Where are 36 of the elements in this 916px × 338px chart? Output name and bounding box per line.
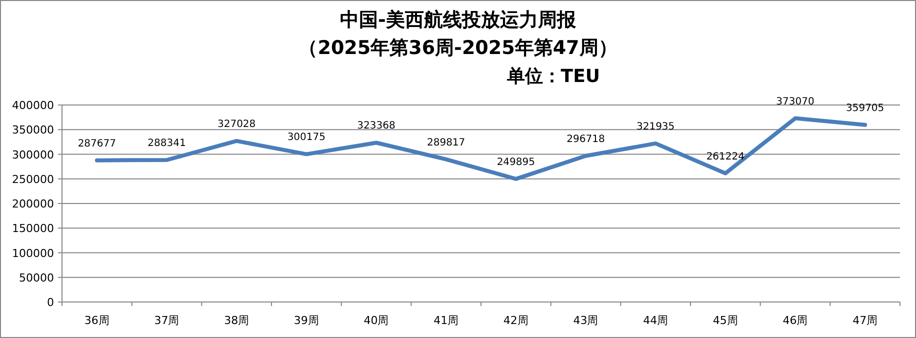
x-tick-label: 38周 — [224, 314, 250, 327]
chart-subtitle: （2025年第36周-2025年第47周） — [298, 37, 618, 59]
data-label: 300175 — [287, 132, 326, 144]
x-tick-label: 42周 — [503, 314, 528, 327]
x-tick-label: 45周 — [712, 314, 738, 327]
text: 单位：TEU — [506, 66, 600, 87]
data-label: 327028 — [217, 118, 256, 130]
x-tick-label: 39周 — [294, 314, 319, 327]
y-tick-label: 350000 — [12, 124, 54, 137]
x-tick-label: 37周 — [154, 314, 180, 327]
y-tick-label: 250000 — [12, 172, 54, 186]
x-tick-label: 40周 — [364, 314, 389, 327]
chart-title: 中国-美西航线投放运力周报 — [340, 9, 577, 31]
x-tick-label: 44周 — [643, 314, 668, 327]
data-label: 359705 — [846, 102, 884, 114]
y-tick-label: 150000 — [12, 222, 54, 236]
data-label: 287677 — [78, 138, 116, 150]
data-label: 321935 — [636, 121, 675, 132]
x-tick-label: 46周 — [782, 314, 808, 327]
y-tick-label: 100000 — [12, 246, 54, 260]
y-tick-label: 0 — [47, 296, 54, 309]
data-label: 249895 — [496, 156, 536, 168]
x-tick-label: 36周 — [84, 314, 110, 327]
data-label: 288341 — [148, 138, 186, 149]
x-tick-label: 43周 — [573, 314, 598, 327]
data-label: 289817 — [426, 137, 466, 148]
y-tick-label: 400000 — [12, 99, 54, 112]
x-tick-label: 41周 — [434, 314, 459, 327]
data-label: 296718 — [566, 134, 605, 145]
data-label: 373070 — [776, 96, 814, 108]
data-label: 261224 — [706, 151, 745, 162]
y-tick-label: 200000 — [12, 198, 54, 210]
y-tick-label: 300000 — [12, 148, 54, 162]
data-label: 323368 — [357, 120, 396, 132]
x-tick-label: 47周 — [852, 314, 878, 327]
y-tick-label: 50000 — [19, 271, 54, 284]
